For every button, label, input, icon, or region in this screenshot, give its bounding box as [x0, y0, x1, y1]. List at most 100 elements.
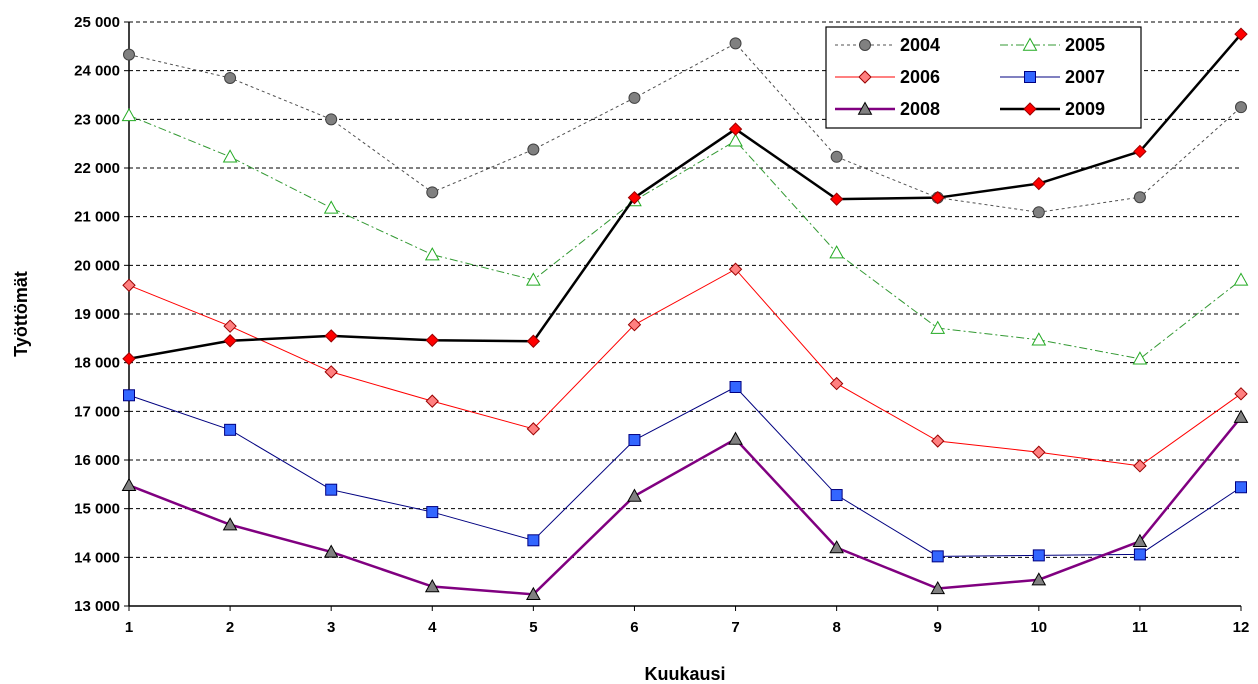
y-tick-label: 20 000	[74, 257, 120, 274]
series-line-2009	[128, 33, 1242, 361]
data-point-2008	[829, 540, 844, 554]
y-tick-label: 22 000	[74, 160, 120, 177]
data-point-2008	[728, 431, 743, 445]
data-point-2008	[222, 517, 238, 531]
data-point-2006	[324, 365, 338, 379]
data-point-2004	[325, 113, 338, 126]
data-point-2009	[223, 334, 237, 348]
y-tick-label: 13 000	[74, 598, 120, 615]
y-tick-label: 24 000	[74, 63, 120, 80]
data-point-2007	[1235, 481, 1247, 494]
data-point-2009	[122, 352, 136, 366]
series-2008	[121, 409, 1249, 601]
data-point-2009	[931, 190, 945, 205]
y-tick-label: 23 000	[74, 111, 120, 128]
legend-label-2005: 2005	[1065, 35, 1105, 55]
data-point-2007	[426, 506, 439, 519]
y-tick-label: 15 000	[74, 501, 120, 518]
data-point-2005	[1233, 272, 1249, 286]
data-point-2005	[1132, 351, 1148, 365]
y-tick-label: 21 000	[74, 209, 120, 226]
data-point-2004	[527, 143, 540, 156]
data-point-2007	[1032, 549, 1045, 562]
series-line-2005	[128, 114, 1242, 360]
legend-label-2009: 2009	[1065, 99, 1105, 119]
data-point-2005	[121, 107, 137, 122]
data-point-2007	[325, 483, 338, 496]
x-tick-label: 4	[428, 619, 437, 636]
data-point-2007	[527, 534, 540, 547]
data-point-2008	[627, 488, 642, 502]
series-2007	[123, 381, 1247, 563]
data-point-2007	[123, 389, 135, 402]
data-point-2004	[830, 150, 843, 163]
data-point-2005	[829, 245, 844, 259]
data-point-2004	[1133, 191, 1146, 204]
data-point-2005	[424, 247, 440, 261]
data-point-2009	[526, 334, 541, 348]
x-tick-label: 1	[125, 619, 133, 636]
legend-marker-2004	[859, 39, 871, 51]
legend-marker-2006	[858, 70, 872, 84]
series-line-2008	[128, 416, 1242, 596]
data-point-2004	[729, 37, 742, 50]
data-point-2008	[424, 579, 440, 593]
data-point-2004	[123, 48, 135, 61]
data-point-2006	[223, 319, 237, 333]
series-2009	[122, 27, 1248, 366]
x-tick-label: 3	[327, 619, 335, 636]
data-point-2006	[829, 376, 844, 391]
data-point-2004	[224, 71, 237, 84]
data-point-2006	[1032, 445, 1046, 459]
data-point-2009	[324, 329, 338, 343]
data-point-2007	[628, 434, 641, 447]
legend-marker-2008	[857, 101, 873, 115]
data-point-2005	[930, 320, 946, 334]
data-point-2009	[829, 192, 844, 206]
data-point-2008	[1031, 572, 1047, 586]
data-point-2006	[627, 317, 642, 332]
y-tick-label: 17 000	[74, 403, 120, 420]
data-point-2004	[1032, 206, 1045, 219]
y-tick-labels: 13 000 14 000 15 000 16 000 17 000 18 000 19 0…	[74, 14, 120, 615]
series-2006	[122, 262, 1248, 473]
data-point-2007	[1133, 548, 1146, 561]
data-point-2006	[1234, 387, 1248, 401]
legend-marker-2007	[1024, 71, 1036, 83]
x-tick-labels: 1 2 3 4 5 6 7 8 9 10 11 12	[125, 619, 1250, 636]
data-point-2004	[1235, 101, 1247, 114]
y-tick-label: 19 000	[74, 306, 120, 323]
data-point-2006	[526, 422, 541, 436]
series-line-2006	[128, 268, 1242, 467]
legend-marker-2009	[1023, 102, 1037, 116]
data-point-2006	[122, 278, 136, 292]
data-point-2005	[526, 272, 541, 286]
x-tick-label: 2	[226, 619, 234, 636]
x-tick-label: 6	[630, 619, 638, 636]
data-point-2005	[728, 133, 743, 147]
data-point-2005	[1031, 332, 1047, 346]
data-point-2005	[323, 200, 339, 214]
series-line-2007	[128, 386, 1242, 557]
legend: 2004 2005 2006 2007 2008 2009	[825, 26, 1142, 129]
data-point-2006	[425, 394, 439, 408]
data-point-2006	[728, 262, 743, 276]
legend-label-2008: 2008	[900, 99, 940, 119]
x-tick-label: 8	[832, 619, 840, 636]
y-tick-label: 25 000	[74, 14, 120, 31]
data-point-2009	[1234, 27, 1248, 41]
data-point-2008	[121, 477, 137, 492]
legend-label-2004: 2004	[900, 35, 940, 55]
x-tick-label: 11	[1132, 619, 1148, 636]
legend-label-2006: 2006	[900, 67, 940, 87]
data-point-2006	[1133, 459, 1147, 473]
data-point-2007	[931, 550, 944, 563]
data-point-2008	[526, 586, 541, 601]
data-point-2009	[1032, 176, 1046, 191]
y-tick-label: 18 000	[74, 355, 120, 372]
x-tick-label: 5	[529, 619, 537, 636]
y-axis-title: Työttömät	[11, 271, 31, 357]
x-tick-label: 12	[1233, 619, 1250, 636]
data-point-2004	[426, 186, 439, 199]
data-point-2008	[1132, 533, 1148, 547]
